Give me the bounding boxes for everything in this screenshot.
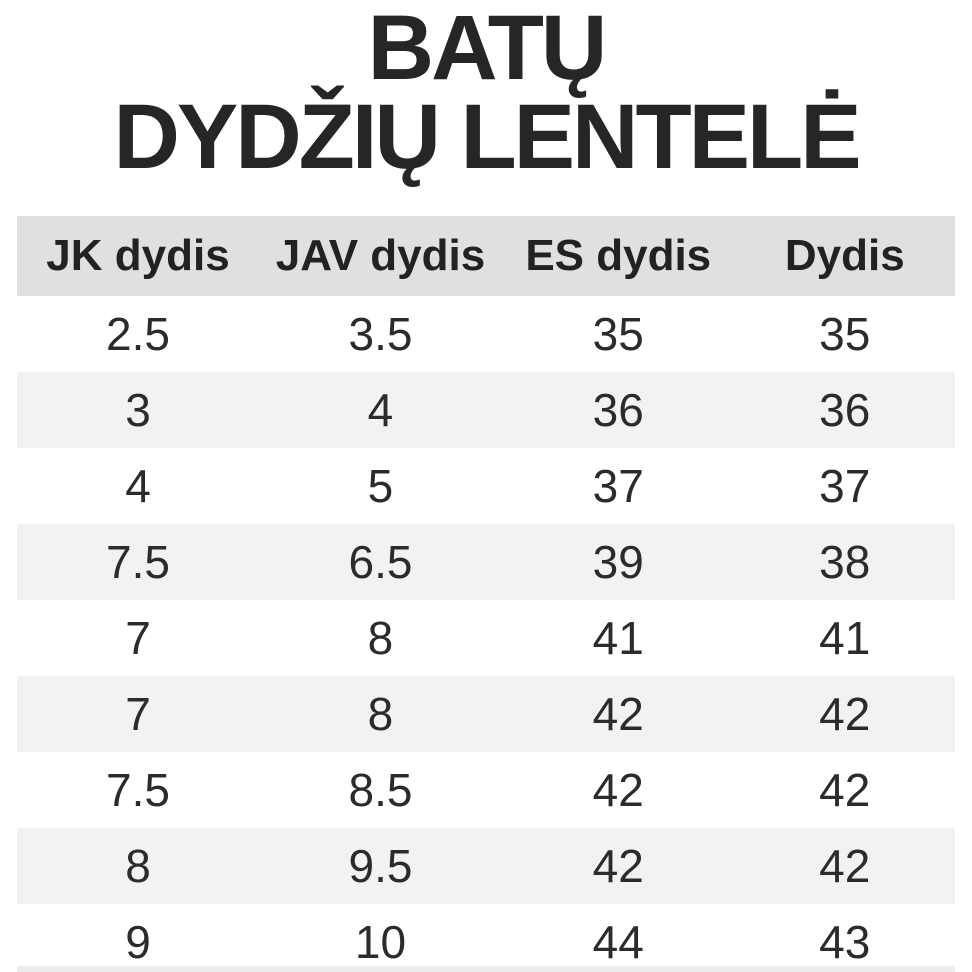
cutoff-next-row-edge bbox=[17, 966, 955, 972]
column-header-eu: ES dydis bbox=[525, 231, 712, 280]
table-cell: 42 bbox=[819, 840, 871, 892]
column-header-size: Dydis bbox=[784, 231, 905, 280]
table-cell: 35 bbox=[592, 308, 644, 360]
table-header-row: JK dydis JAV dydis ES dydis Dydis bbox=[17, 216, 955, 296]
table-cell: 44 bbox=[592, 916, 644, 968]
table-cell: 42 bbox=[592, 764, 644, 816]
table-row: 9 10 44 43 bbox=[17, 904, 955, 972]
table-cell: 6.5 bbox=[348, 536, 413, 588]
column-header-us: JAV dydis bbox=[275, 231, 486, 280]
table-cell: 8 bbox=[125, 840, 151, 892]
table-row: 8 9.5 42 42 bbox=[17, 828, 955, 904]
table-cell: 5 bbox=[367, 460, 394, 512]
table-cell: 42 bbox=[819, 688, 871, 740]
table-cell: 38 bbox=[819, 536, 871, 588]
table-cell: 8 bbox=[367, 688, 394, 740]
table-cell: 43 bbox=[819, 916, 871, 968]
page-title: BATŲ DYDŽIŲ LENTELĖ bbox=[0, 0, 972, 189]
table-cell: 7.5 bbox=[106, 536, 170, 588]
table-cell: 42 bbox=[592, 688, 644, 740]
page-title-line-2: DYDŽIŲ LENTELĖ bbox=[113, 86, 861, 189]
table-cell: 7 bbox=[125, 688, 151, 740]
table-cell: 9 bbox=[125, 916, 151, 968]
table-cell: 39 bbox=[592, 536, 644, 588]
table-cell: 3.5 bbox=[348, 308, 413, 360]
table-cell: 8 bbox=[367, 612, 394, 664]
table-row: 7 8 41 41 bbox=[17, 600, 955, 676]
table-cell: 7.5 bbox=[106, 764, 170, 816]
table-row: 3 4 36 36 bbox=[17, 372, 955, 448]
table-cell: 35 bbox=[819, 308, 871, 360]
table-cell: 4 bbox=[125, 460, 151, 512]
table-cell: 3 bbox=[125, 384, 151, 436]
table-row: 7 8 42 42 bbox=[17, 676, 955, 752]
table-cell: 41 bbox=[592, 612, 644, 664]
shoe-size-table: JK dydis JAV dydis ES dydis Dydis 2.5 3.… bbox=[17, 216, 955, 972]
table-cell: 37 bbox=[819, 460, 871, 512]
table-cell: 36 bbox=[819, 384, 871, 436]
table-cell: 4 bbox=[367, 384, 394, 436]
table-cell: 37 bbox=[592, 460, 644, 512]
column-header-uk: JK dydis bbox=[46, 231, 230, 280]
table-cell: 7 bbox=[125, 612, 151, 664]
page-title-line-1: BATŲ bbox=[367, 0, 608, 99]
table-cell: 8.5 bbox=[348, 764, 413, 816]
table-cell: 36 bbox=[592, 384, 644, 436]
table-row: 2.5 3.5 35 35 bbox=[17, 296, 955, 372]
table-row: 7.5 8.5 42 42 bbox=[17, 752, 955, 828]
table-cell: 41 bbox=[819, 612, 871, 664]
table-row: 7.5 6.5 39 38 bbox=[17, 524, 955, 600]
table-cell: 2.5 bbox=[106, 308, 170, 360]
table-cell: 10 bbox=[354, 916, 407, 968]
table-row: 4 5 37 37 bbox=[17, 448, 955, 524]
table-cell: 9.5 bbox=[348, 840, 413, 892]
table-cell: 42 bbox=[819, 764, 871, 816]
table-cell: 42 bbox=[592, 840, 644, 892]
